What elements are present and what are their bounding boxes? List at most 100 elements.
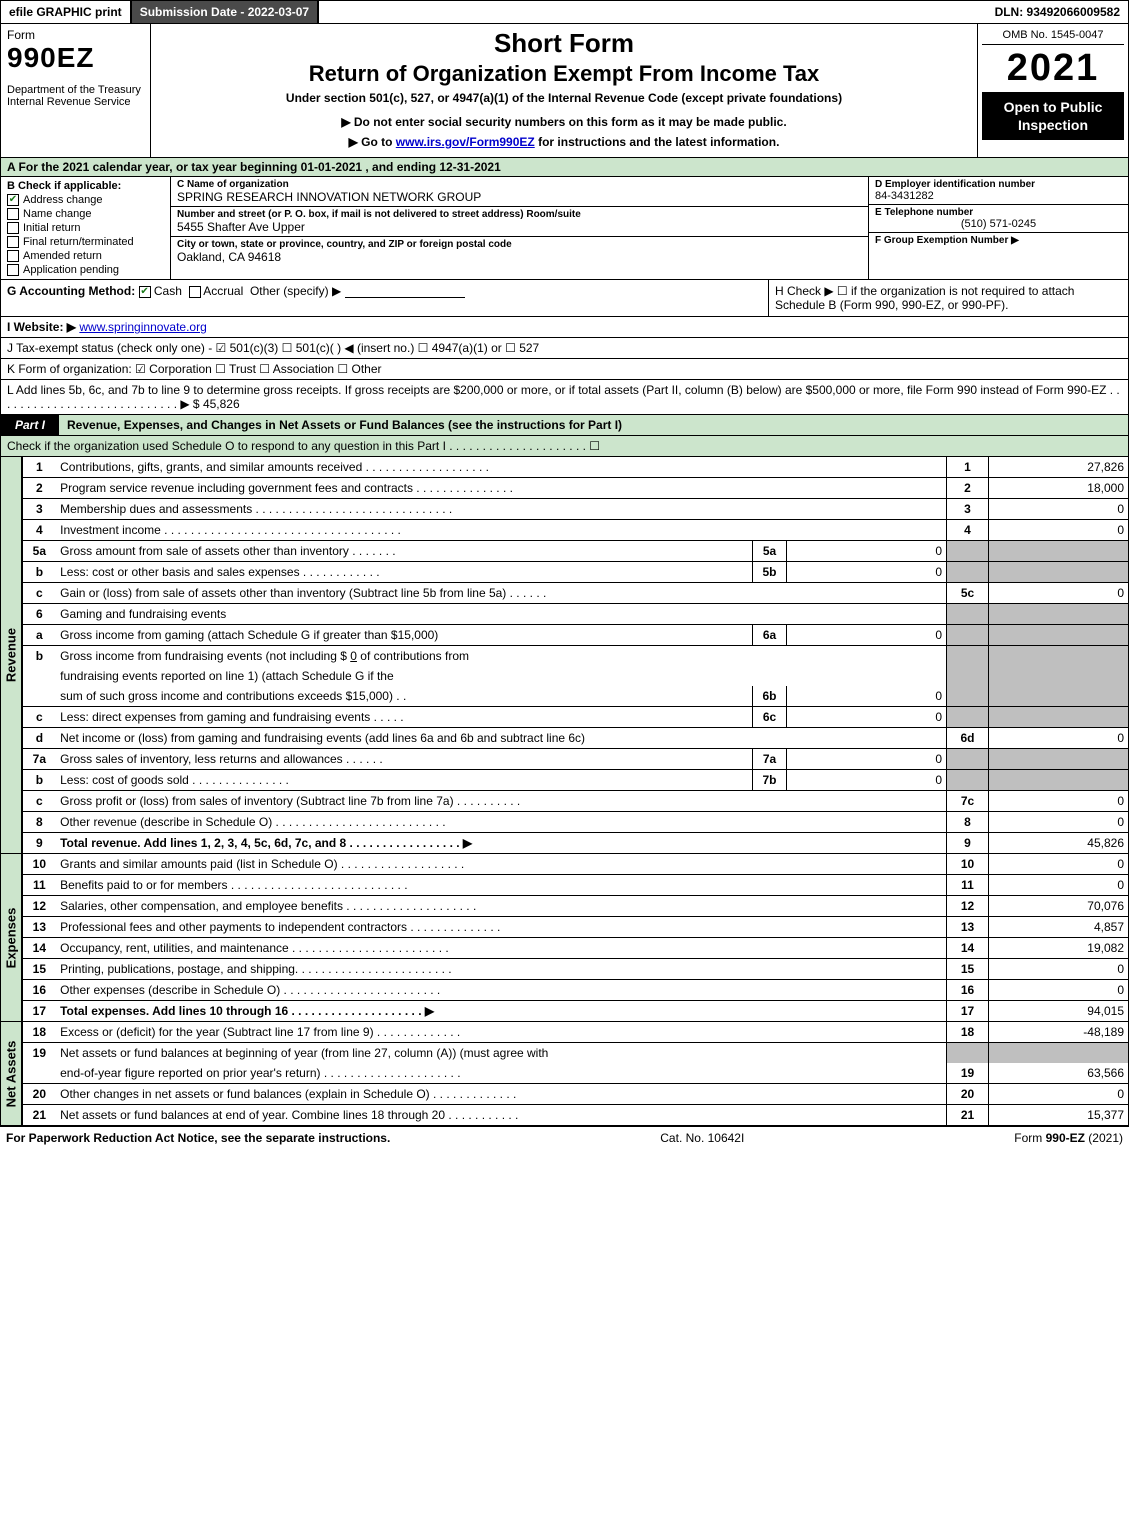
open-to-public: Open to Public Inspection — [982, 92, 1124, 140]
footer-mid: Cat. No. 10642I — [660, 1131, 744, 1145]
chk-application-pending[interactable]: Application pending — [7, 264, 164, 276]
line-18: 18Excess or (deficit) for the year (Subt… — [22, 1022, 1128, 1043]
group-exemption-row: F Group Exemption Number ▶ — [869, 233, 1128, 248]
checkbox-icon — [7, 236, 19, 248]
row-l-value: 45,826 — [203, 397, 240, 411]
header-left: Form 990EZ Department of the Treasury In… — [1, 24, 151, 157]
netassets-side-label: Net Assets — [0, 1022, 22, 1126]
header-right: OMB No. 1545-0047 2021 Open to Public In… — [978, 24, 1128, 157]
footer-left: For Paperwork Reduction Act Notice, see … — [6, 1131, 390, 1145]
expenses-section: Expenses 10Grants and similar amounts pa… — [0, 854, 1129, 1022]
top-bar: efile GRAPHIC print Submission Date - 20… — [0, 0, 1129, 24]
checkbox-icon — [7, 250, 19, 262]
omb-number: OMB No. 1545-0047 — [982, 26, 1124, 45]
department: Department of the Treasury Internal Reve… — [7, 84, 144, 108]
chk-address-change[interactable]: Address change — [7, 194, 164, 206]
line-2: 2Program service revenue including gover… — [22, 478, 1128, 499]
col-c-org: C Name of organization SPRING RESEARCH I… — [171, 177, 868, 280]
row-k-org-form: K Form of organization: ☑ Corporation ☐ … — [0, 359, 1129, 380]
revenue-table: 1Contributions, gifts, grants, and simil… — [22, 457, 1129, 854]
line-3: 3Membership dues and assessments . . . .… — [22, 499, 1128, 520]
line-5c: cGain or (loss) from sale of assets othe… — [22, 583, 1128, 604]
irs-link[interactable]: www.irs.gov/Form990EZ — [396, 135, 535, 149]
line-6: 6Gaming and fundraising events — [22, 604, 1128, 625]
line-13: 13Professional fees and other payments t… — [22, 917, 1128, 938]
part1-header: Part I Revenue, Expenses, and Changes in… — [0, 415, 1129, 436]
phone-row: E Telephone number (510) 571-0245 — [869, 205, 1128, 233]
org-name-row: C Name of organization SPRING RESEARCH I… — [171, 177, 868, 207]
line-21: 21Net assets or fund balances at end of … — [22, 1105, 1128, 1126]
chk-name-change[interactable]: Name change — [7, 208, 164, 220]
line-7b: bLess: cost of goods sold . . . . . . . … — [22, 770, 1128, 791]
line-5b: bLess: cost or other basis and sales exp… — [22, 562, 1128, 583]
website-link[interactable]: www.springinnovate.org — [79, 320, 206, 334]
org-name-label: C Name of organization — [177, 179, 862, 190]
row-a-tax-year: A For the 2021 calendar year, or tax yea… — [0, 158, 1129, 177]
line-20: 20Other changes in net assets or fund ba… — [22, 1084, 1128, 1105]
chk-final-return[interactable]: Final return/terminated — [7, 236, 164, 248]
line-12: 12Salaries, other compensation, and empl… — [22, 896, 1128, 917]
note-goto-prefix: ▶ Go to — [349, 135, 396, 149]
line-15: 15Printing, publications, postage, and s… — [22, 959, 1128, 980]
line-5a: 5aGross amount from sale of assets other… — [22, 541, 1128, 562]
expenses-side-label: Expenses — [0, 854, 22, 1022]
efile-print[interactable]: efile GRAPHIC print — [1, 1, 132, 23]
netassets-section: Net Assets 18Excess or (deficit) for the… — [0, 1022, 1129, 1126]
submission-date: Submission Date - 2022-03-07 — [132, 1, 319, 23]
netassets-table: 18Excess or (deficit) for the year (Subt… — [22, 1022, 1129, 1126]
note-goto: ▶ Go to www.irs.gov/Form990EZ for instru… — [161, 135, 967, 149]
line-6c: cLess: direct expenses from gaming and f… — [22, 707, 1128, 728]
form-word: Form — [7, 28, 144, 42]
header-mid: Short Form Return of Organization Exempt… — [151, 24, 978, 157]
chk-cash[interactable] — [139, 286, 151, 298]
checkbox-icon — [7, 264, 19, 276]
row-l-gross-receipts: L Add lines 5b, 6c, and 7b to line 9 to … — [0, 380, 1129, 415]
footer-right: Form 990-EZ (2021) — [1014, 1131, 1123, 1145]
revenue-side-label: Revenue — [0, 457, 22, 854]
expenses-table: 10Grants and similar amounts paid (list … — [22, 854, 1129, 1022]
page-footer: For Paperwork Reduction Act Notice, see … — [0, 1126, 1129, 1149]
note-goto-suffix: for instructions and the latest informat… — [538, 135, 779, 149]
line-16: 16Other expenses (describe in Schedule O… — [22, 980, 1128, 1001]
line-6b-1: bGross income from fundraising events (n… — [22, 646, 1128, 667]
chk-amended-return[interactable]: Amended return — [7, 250, 164, 262]
chk-initial-return[interactable]: Initial return — [7, 222, 164, 234]
line-11: 11Benefits paid to or for members . . . … — [22, 875, 1128, 896]
tax-year: 2021 — [982, 45, 1124, 92]
row-j-tax-status: J Tax-exempt status (check only one) - ☑… — [0, 338, 1129, 359]
line-7c: cGross profit or (loss) from sales of in… — [22, 791, 1128, 812]
part1-tag: Part I — [1, 415, 59, 435]
title-return: Return of Organization Exempt From Incom… — [161, 61, 967, 87]
org-city-label: City or town, state or province, country… — [177, 239, 862, 250]
org-name: SPRING RESEARCH INNOVATION NETWORK GROUP — [177, 190, 862, 204]
row-gh: G Accounting Method: Cash Accrual Other … — [0, 280, 1129, 317]
line-6d: dNet income or (loss) from gaming and fu… — [22, 728, 1128, 749]
org-addr: 5455 Shafter Ave Upper — [177, 220, 862, 234]
g-label: G Accounting Method: — [7, 284, 139, 298]
other-specify-input[interactable] — [345, 284, 465, 298]
ein-label: D Employer identification number — [875, 179, 1122, 190]
line-6b-3: sum of such gross income and contributio… — [22, 686, 1128, 707]
col-def: D Employer identification number 84-3431… — [868, 177, 1128, 280]
line-4: 4Investment income . . . . . . . . . . .… — [22, 520, 1128, 541]
form-number: 990EZ — [7, 42, 144, 74]
line-10: 10Grants and similar amounts paid (list … — [22, 854, 1128, 875]
row-l-text: L Add lines 5b, 6c, and 7b to line 9 to … — [7, 383, 1120, 411]
line-7a: 7aGross sales of inventory, less returns… — [22, 749, 1128, 770]
chk-accrual[interactable] — [189, 286, 201, 298]
form-header: Form 990EZ Department of the Treasury In… — [0, 24, 1129, 158]
revenue-section: Revenue 1Contributions, gifts, grants, a… — [0, 457, 1129, 854]
col-b-checkboxes: B Check if applicable: Address change Na… — [1, 177, 171, 280]
col-b-header: B Check if applicable: — [7, 180, 164, 192]
line-19a: 19Net assets or fund balances at beginni… — [22, 1043, 1128, 1064]
part1-sub: Check if the organization used Schedule … — [0, 436, 1129, 457]
line-6a: aGross income from gaming (attach Schedu… — [22, 625, 1128, 646]
line-9: 9Total revenue. Add lines 1, 2, 3, 4, 5c… — [22, 833, 1128, 854]
dln: DLN: 93492066009582 — [987, 1, 1128, 23]
org-addr-label: Number and street (or P. O. box, if mail… — [177, 209, 862, 220]
checkbox-icon — [7, 194, 19, 206]
line-14: 14Occupancy, rent, utilities, and mainte… — [22, 938, 1128, 959]
checkbox-icon — [7, 208, 19, 220]
ein-value: 84-3431282 — [875, 190, 1122, 202]
org-city-row: City or town, state or province, country… — [171, 237, 868, 266]
